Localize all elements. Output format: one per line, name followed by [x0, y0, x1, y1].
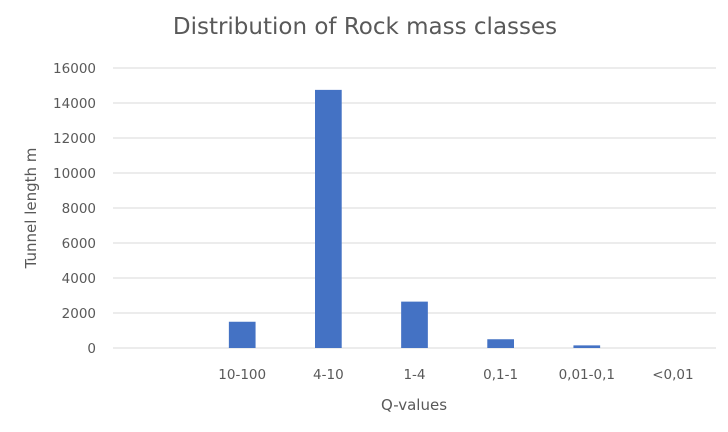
- y-tick-label: 2000: [62, 306, 96, 322]
- y-axis-label: Tunnel length m: [22, 148, 40, 270]
- x-tick-label: <0,01: [652, 367, 693, 383]
- x-axis-ticks: 10-100 4-10 1-4 0,1-1 0,01-0,1 <0,01: [218, 367, 693, 383]
- x-tick-label: 1-4: [403, 367, 425, 383]
- y-tick-label: 10000: [53, 166, 96, 182]
- y-tick-label: 4000: [62, 271, 96, 287]
- chart-title: Distribution of Rock mass classes: [173, 14, 557, 40]
- bars: [228, 89, 601, 348]
- y-tick-label: 0: [87, 341, 96, 357]
- x-tick-label: 0,01-0,1: [559, 367, 615, 383]
- x-axis-label: Q-values: [381, 396, 447, 414]
- y-tick-label: 12000: [53, 131, 96, 147]
- y-tick-label: 8000: [62, 201, 96, 217]
- x-tick-label: 4-10: [313, 367, 344, 383]
- bar: [315, 89, 342, 348]
- x-tick-label: 10-100: [218, 367, 266, 383]
- y-tick-label: 6000: [62, 236, 96, 252]
- y-tick-label: 16000: [53, 61, 96, 77]
- y-axis-ticks: 0 2000 4000 6000 8000 10000 12000 14000 16000: [53, 61, 96, 357]
- bar: [228, 321, 256, 348]
- x-tick-label: 0,1-1: [483, 367, 518, 383]
- bar: [487, 339, 514, 348]
- y-tick-label: 14000: [53, 96, 96, 112]
- bar: [573, 345, 601, 348]
- bar: [401, 301, 428, 348]
- gridlines: [113, 67, 716, 349]
